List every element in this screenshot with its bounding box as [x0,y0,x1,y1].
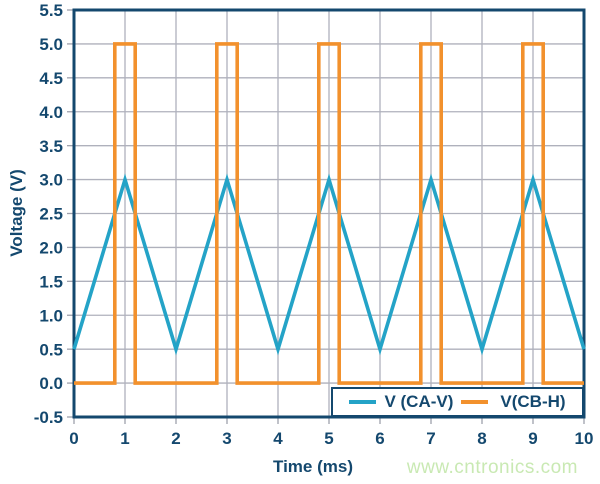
watermark: www.cntronics.com [406,457,578,478]
svg-text:2: 2 [171,429,180,448]
legend-label-ca-v: V (CA-V) [384,392,454,411]
legend-line-cb-h-icon [461,400,489,404]
svg-text:2.5: 2.5 [39,205,63,224]
svg-text:0.0: 0.0 [39,374,63,393]
svg-text:7: 7 [426,429,435,448]
svg-text:10: 10 [575,429,594,448]
y-axis-title: Voltage (V) [7,169,26,257]
svg-text:5.0: 5.0 [39,35,63,54]
svg-text:3.5: 3.5 [39,137,63,156]
svg-text:3.0: 3.0 [39,171,63,190]
svg-text:4.5: 4.5 [39,69,63,88]
x-axis-title: Time (ms) [273,457,353,476]
legend: V (CA-V) V(CB-H) [331,387,584,417]
legend-line-ca-v-icon [349,400,377,404]
svg-text:0.5: 0.5 [39,340,63,359]
svg-text:8: 8 [477,429,486,448]
svg-text:0: 0 [69,429,78,448]
svg-text:1.0: 1.0 [39,306,63,325]
svg-text:5: 5 [324,429,333,448]
svg-text:5.5: 5.5 [39,1,63,20]
svg-text:9: 9 [528,429,537,448]
svg-text:1.5: 1.5 [39,272,63,291]
svg-text:4: 4 [273,429,283,448]
svg-text:4.0: 4.0 [39,103,63,122]
svg-text:6: 6 [375,429,384,448]
svg-text:3: 3 [222,429,231,448]
svg-text:1: 1 [120,429,129,448]
svg-text:2.0: 2.0 [39,239,63,258]
svg-text:-0.5: -0.5 [34,408,63,427]
legend-label-cb-h: V(CB-H) [500,392,566,411]
